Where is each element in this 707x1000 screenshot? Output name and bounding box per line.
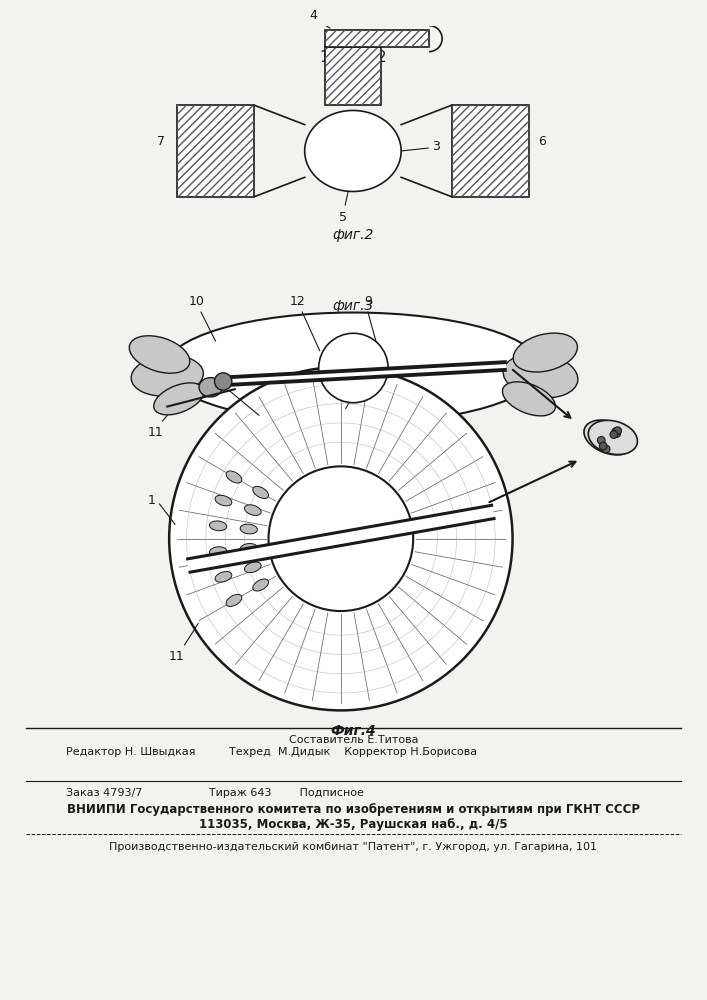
Ellipse shape (209, 547, 227, 556)
Text: 3: 3 (432, 140, 440, 153)
Ellipse shape (129, 336, 189, 373)
Text: Производственно-издательский комбинат "Патент", г. Ужгород, ул. Гагарина, 101: Производственно-издательский комбинат "П… (110, 842, 597, 852)
Bar (452, 105, 529, 197)
Ellipse shape (226, 471, 242, 483)
Text: 12: 12 (290, 295, 305, 308)
Ellipse shape (215, 495, 232, 506)
Ellipse shape (153, 383, 204, 415)
Circle shape (610, 431, 618, 438)
Text: 9: 9 (364, 295, 372, 308)
Text: 11: 11 (169, 650, 185, 663)
Text: 1: 1 (148, 494, 156, 507)
Text: 113035, Москва, Ж-35, Раушская наб., д. 4/5: 113035, Москва, Ж-35, Раушская наб., д. … (199, 818, 508, 831)
Text: 11: 11 (148, 426, 163, 439)
Text: Техред  М.Дидык    Корректор Н.Борисова: Техред М.Дидык Корректор Н.Борисова (229, 747, 477, 757)
Ellipse shape (253, 579, 269, 591)
Ellipse shape (240, 544, 257, 553)
Bar (325, 30, 429, 47)
Bar (325, 30, 429, 47)
Text: 4: 4 (310, 9, 317, 22)
Ellipse shape (245, 562, 261, 573)
Circle shape (613, 430, 621, 437)
Ellipse shape (132, 355, 204, 396)
Text: Редактор Н. Швыдкая: Редактор Н. Швыдкая (66, 747, 195, 757)
Ellipse shape (240, 524, 257, 534)
Ellipse shape (245, 505, 261, 515)
Circle shape (612, 428, 619, 436)
Bar (325, 47, 381, 105)
Ellipse shape (588, 420, 638, 455)
Text: фиг.2: фиг.2 (333, 228, 374, 242)
Circle shape (597, 436, 605, 444)
Text: ВНИИПИ Государственного комитета по изобретениям и открытиям при ГКНТ СССР: ВНИИПИ Государственного комитета по изоб… (67, 803, 640, 816)
Text: Фиг.4: Фиг.4 (331, 724, 376, 738)
Ellipse shape (253, 486, 269, 498)
Circle shape (269, 466, 413, 611)
Ellipse shape (503, 382, 556, 416)
Text: 6: 6 (539, 135, 547, 148)
Circle shape (614, 427, 621, 435)
Text: Составитель Е.Титова: Составитель Е.Титова (288, 735, 418, 745)
Text: 10: 10 (352, 369, 368, 382)
Ellipse shape (305, 110, 401, 191)
Ellipse shape (513, 333, 578, 372)
Ellipse shape (226, 594, 242, 606)
Bar (177, 105, 254, 197)
Circle shape (602, 445, 610, 453)
Text: 10: 10 (188, 295, 204, 308)
Text: 7: 7 (158, 135, 165, 148)
Text: 1500292: 1500292 (320, 50, 387, 65)
Ellipse shape (209, 521, 227, 531)
Ellipse shape (584, 420, 634, 455)
Bar (325, 47, 381, 105)
Ellipse shape (215, 572, 232, 582)
Ellipse shape (503, 354, 578, 398)
Circle shape (600, 442, 607, 450)
Ellipse shape (165, 313, 542, 423)
Circle shape (214, 373, 232, 390)
Text: фиг.3: фиг.3 (333, 299, 374, 313)
Circle shape (169, 367, 513, 710)
Text: Заказ 4793/7                   Тираж 643        Подписное: Заказ 4793/7 Тираж 643 Подписное (66, 788, 364, 798)
Text: 10: 10 (215, 373, 231, 386)
Text: 5: 5 (339, 211, 347, 224)
Polygon shape (188, 505, 494, 572)
Bar (177, 105, 254, 197)
Ellipse shape (199, 378, 222, 397)
Circle shape (319, 333, 388, 403)
Bar (452, 105, 529, 197)
